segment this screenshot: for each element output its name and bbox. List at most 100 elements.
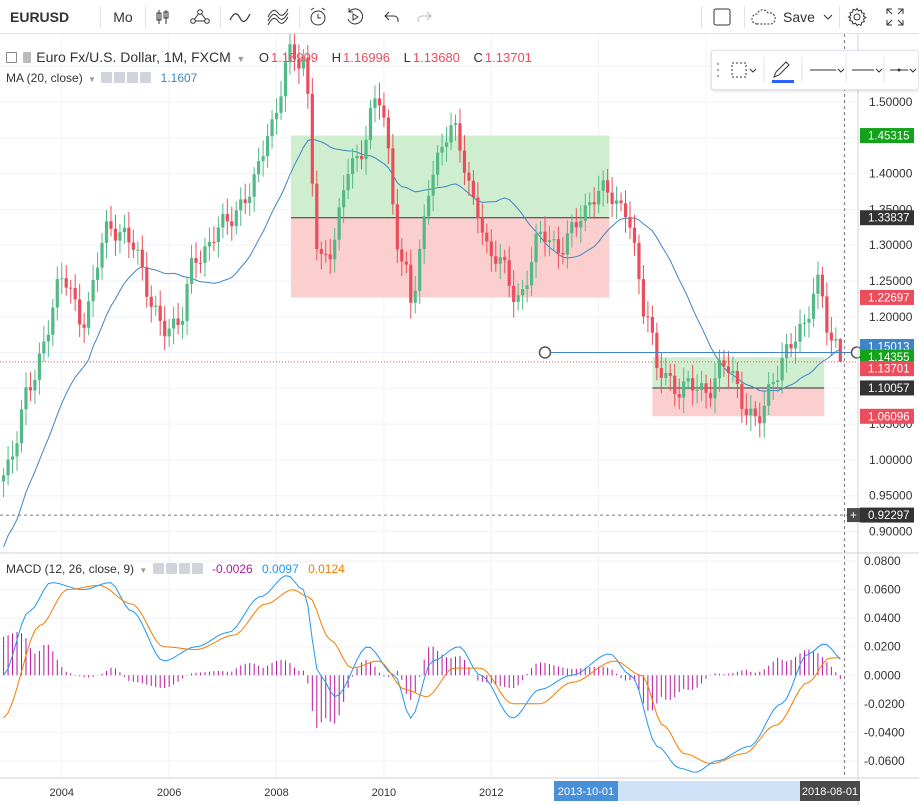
candle-body [413, 290, 417, 303]
candle-body [42, 341, 46, 354]
alert-button[interactable] [301, 0, 335, 34]
close-icon[interactable] [191, 563, 203, 574]
candle-body [10, 456, 15, 460]
time-badge-left [554, 781, 618, 801]
candle-body [632, 227, 637, 243]
candle-body [436, 152, 440, 175]
candle-body [637, 242, 641, 280]
compare-button[interactable] [182, 0, 218, 34]
plus-icon[interactable] [178, 563, 190, 574]
candle-body [467, 172, 471, 181]
position-tools[interactable] [291, 135, 825, 417]
replay-button[interactable] [337, 0, 373, 34]
candle-body [328, 254, 332, 260]
candle-body [556, 239, 561, 253]
line-end-icon[interactable] [890, 68, 917, 73]
legend-dropdown-icon[interactable]: ▼ [236, 54, 246, 64]
flag-icon [22, 52, 31, 63]
candle-body [248, 196, 252, 203]
candle-body [368, 108, 373, 140]
close-icon[interactable] [140, 72, 152, 83]
gear-icon[interactable] [165, 563, 177, 574]
undo-button[interactable] [375, 0, 409, 34]
candle-body [480, 218, 484, 233]
price-tick-label: 0.95000 [869, 489, 913, 503]
collapse-icon[interactable] [6, 52, 17, 63]
candle-body [306, 57, 310, 94]
candle-body [807, 318, 811, 323]
candle-body [15, 443, 19, 457]
fullscreen-button[interactable] [876, 0, 914, 34]
time-axis[interactable]: 20042006200820102012201420162013-10-0120… [50, 781, 860, 801]
templates-button[interactable] [260, 0, 296, 34]
candle-body [127, 227, 131, 243]
candle-body [158, 305, 162, 321]
drag-handle-icon[interactable] [716, 62, 720, 78]
candle-body [118, 232, 122, 241]
symbol-search[interactable]: EURUSD [0, 0, 100, 34]
candle-body [606, 180, 610, 193]
line-style-icon[interactable] [852, 68, 883, 73]
settings-button[interactable] [840, 0, 874, 34]
candle-body [798, 323, 802, 342]
candle-body [109, 221, 113, 229]
layout-checkbox[interactable] [703, 0, 741, 34]
candle-body [722, 360, 726, 367]
candle-body [453, 123, 458, 126]
candle-body [785, 344, 789, 358]
time-range-highlight [618, 781, 800, 801]
time-tick-label: 2010 [372, 787, 396, 799]
candle-body [386, 117, 390, 149]
horizontal-ray[interactable] [538, 346, 864, 359]
candles-style-button[interactable] [146, 0, 180, 34]
area-select-icon[interactable] [731, 62, 757, 78]
open-value: 1.16909 [271, 50, 319, 65]
toolbar-divider [220, 6, 221, 28]
interval-button[interactable]: Mo [101, 0, 145, 34]
eye-icon[interactable] [101, 72, 113, 83]
legend-dropdown-icon[interactable]: ▼ [88, 75, 96, 84]
legend-dropdown-icon[interactable]: ▼ [139, 566, 148, 575]
candle-body [740, 383, 744, 409]
candle-body [780, 357, 784, 381]
candle-body [708, 392, 713, 399]
price-tag [860, 380, 914, 396]
candle-body [292, 44, 297, 60]
candle-body [628, 217, 632, 228]
candle-body [601, 180, 605, 191]
candle-body [51, 307, 55, 335]
price-tag-label: 1.33837 [868, 213, 910, 225]
macd-legend: MACD (12, 26, close, 9) ▼ -0.0026 0.0097… [6, 562, 347, 576]
eye-icon[interactable] [152, 563, 164, 574]
candle-body [154, 305, 158, 307]
candle-body [297, 59, 301, 69]
redo-button[interactable] [409, 0, 439, 34]
candle-body [28, 387, 33, 391]
gear-icon[interactable] [114, 72, 126, 83]
candle-body [619, 200, 623, 204]
candle-body [811, 293, 816, 319]
line-width-icon[interactable] [810, 68, 845, 73]
compare-icon [190, 9, 210, 24]
toolbar-divider [145, 6, 146, 28]
candle-body [489, 241, 493, 257]
candle-body [762, 405, 766, 424]
time-badge-left-label: 2013-10-01 [558, 786, 614, 798]
plus-icon[interactable] [127, 72, 139, 83]
candles [1, 34, 842, 498]
candle-body [623, 203, 628, 218]
macd-axis[interactable]: -0.0600 -0.0400 -0.0200 0.0000 0.0200 0.0400 0… [864, 554, 905, 768]
save-button[interactable]: Save [746, 0, 838, 34]
indicators-button[interactable] [222, 0, 258, 34]
macd-hist-value: -0.0026 [212, 562, 253, 576]
candle-body [216, 227, 220, 243]
high-label: H [331, 50, 342, 65]
candle-body [60, 278, 64, 280]
price-tick-label: 1.30000 [869, 238, 913, 252]
candle-body [270, 119, 274, 137]
candle-body [136, 249, 140, 251]
price-chart[interactable]: 0.900000.950001.000001.050001.100001.150… [0, 34, 919, 805]
line-color-icon[interactable] [772, 61, 794, 83]
candle-body [404, 261, 408, 265]
candle-body [614, 200, 619, 204]
